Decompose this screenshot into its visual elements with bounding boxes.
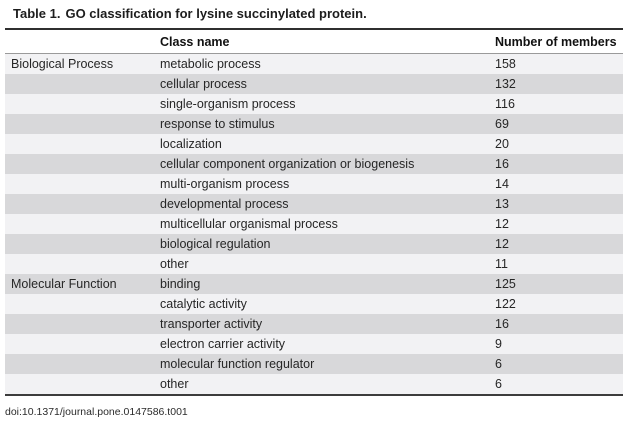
member-count-cell: 6	[493, 374, 623, 396]
class-name-cell: multi-organism process	[158, 174, 493, 194]
table-row: other 6	[5, 374, 623, 396]
category-cell	[5, 254, 158, 274]
table-row: cellular process 132	[5, 74, 623, 94]
member-count-cell: 158	[493, 53, 623, 74]
table-row: cellular component organization or bioge…	[5, 154, 623, 174]
header-row: Class name Number of members	[5, 29, 623, 54]
class-name-column-header: Class name	[158, 29, 493, 54]
table-number-label: Table 1.	[13, 6, 61, 21]
table-row: Biological Process metabolic process 158	[5, 53, 623, 74]
category-cell	[5, 334, 158, 354]
member-count-cell: 12	[493, 214, 623, 234]
member-count-cell: 69	[493, 114, 623, 134]
member-count-cell: 14	[493, 174, 623, 194]
class-name-cell: metabolic process	[158, 53, 493, 74]
table-row: localization 20	[5, 134, 623, 154]
category-cell	[5, 234, 158, 254]
category-cell: Molecular Function	[5, 274, 158, 294]
category-cell	[5, 314, 158, 334]
member-count-cell: 20	[493, 134, 623, 154]
table-row: multicellular organismal process 12	[5, 214, 623, 234]
class-name-cell: cellular process	[158, 74, 493, 94]
member-count-cell: 11	[493, 254, 623, 274]
category-cell	[5, 154, 158, 174]
table-caption: GO classification for lysine succinylate…	[65, 6, 367, 21]
doi-text: doi:10.1371/journal.pone.0147586.t001	[5, 406, 188, 418]
member-count-cell: 122	[493, 294, 623, 314]
member-count-cell: 9	[493, 334, 623, 354]
table-row: molecular function regulator 6	[5, 354, 623, 374]
class-name-cell: single-organism process	[158, 94, 493, 114]
go-classification-table: Class name Number of members Biological …	[5, 28, 623, 396]
category-column-header	[5, 29, 158, 54]
category-cell	[5, 94, 158, 114]
member-count-cell: 16	[493, 314, 623, 334]
class-name-cell: transporter activity	[158, 314, 493, 334]
table-row: catalytic activity 122	[5, 294, 623, 314]
class-name-cell: other	[158, 374, 493, 396]
class-name-cell: cellular component organization or bioge…	[158, 154, 493, 174]
category-cell	[5, 134, 158, 154]
member-count-cell: 16	[493, 154, 623, 174]
table-row: transporter activity 16	[5, 314, 623, 334]
category-cell	[5, 174, 158, 194]
class-name-cell: biological regulation	[158, 234, 493, 254]
class-name-cell: other	[158, 254, 493, 274]
member-count-cell: 13	[493, 194, 623, 214]
member-count-cell: 125	[493, 274, 623, 294]
member-count-cell: 12	[493, 234, 623, 254]
category-cell	[5, 194, 158, 214]
class-name-cell: response to stimulus	[158, 114, 493, 134]
member-count-cell: 132	[493, 74, 623, 94]
class-name-cell: multicellular organismal process	[158, 214, 493, 234]
table-row: multi-organism process 14	[5, 174, 623, 194]
class-name-cell: developmental process	[158, 194, 493, 214]
category-cell	[5, 374, 158, 396]
table-row: biological regulation 12	[5, 234, 623, 254]
table-body: Biological Process metabolic process 158…	[5, 53, 623, 396]
class-name-cell: binding	[158, 274, 493, 294]
member-count-cell: 116	[493, 94, 623, 114]
table-title: Table 1. GO classification for lysine suc…	[5, 7, 623, 28]
table-row: other 11	[5, 254, 623, 274]
category-cell: Biological Process	[5, 53, 158, 74]
members-column-header: Number of members	[493, 29, 623, 54]
table-row: developmental process 13	[5, 194, 623, 214]
table-row: response to stimulus 69	[5, 114, 623, 134]
category-cell	[5, 294, 158, 314]
table-row: single-organism process 116	[5, 94, 623, 114]
category-cell	[5, 74, 158, 94]
category-cell	[5, 354, 158, 374]
member-count-cell: 6	[493, 354, 623, 374]
class-name-cell: localization	[158, 134, 493, 154]
table-row: Molecular Function binding 125	[5, 274, 623, 294]
class-name-cell: molecular function regulator	[158, 354, 493, 374]
class-name-cell: electron carrier activity	[158, 334, 493, 354]
class-name-cell: catalytic activity	[158, 294, 493, 314]
category-cell	[5, 214, 158, 234]
table-row: electron carrier activity 9	[5, 334, 623, 354]
category-cell	[5, 114, 158, 134]
